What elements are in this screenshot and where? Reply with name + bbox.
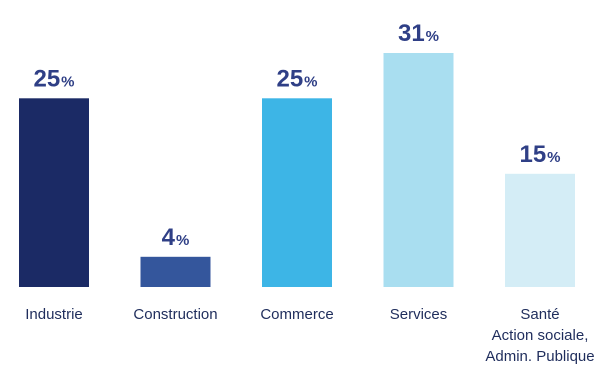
category-label-0: Industrie	[25, 306, 83, 323]
bar-0	[19, 98, 89, 287]
value-labels-group: 25% 4% 25% 31% 15%	[33, 20, 560, 251]
bar-value-label-0: 25%	[33, 65, 74, 92]
bar-1	[140, 256, 211, 287]
bar-2	[262, 98, 332, 287]
category-label-4: Santé Action sociale, Admin. Publique	[485, 306, 594, 365]
bar-value-label-2: 25%	[276, 65, 317, 92]
bar-value-label-4: 15%	[519, 141, 560, 168]
bars-group	[19, 53, 575, 287]
bar-value-label-1: 4%	[162, 224, 190, 251]
category-label-3: Services	[390, 306, 448, 323]
category-labels-group: Industrie Construction Commerce Services San…	[25, 306, 594, 365]
bar-4	[505, 173, 575, 287]
bar-3	[383, 53, 454, 287]
bar-value-label-3: 31%	[398, 20, 439, 47]
category-label-2: Commerce	[260, 306, 333, 323]
category-label-1: Construction	[133, 306, 217, 323]
